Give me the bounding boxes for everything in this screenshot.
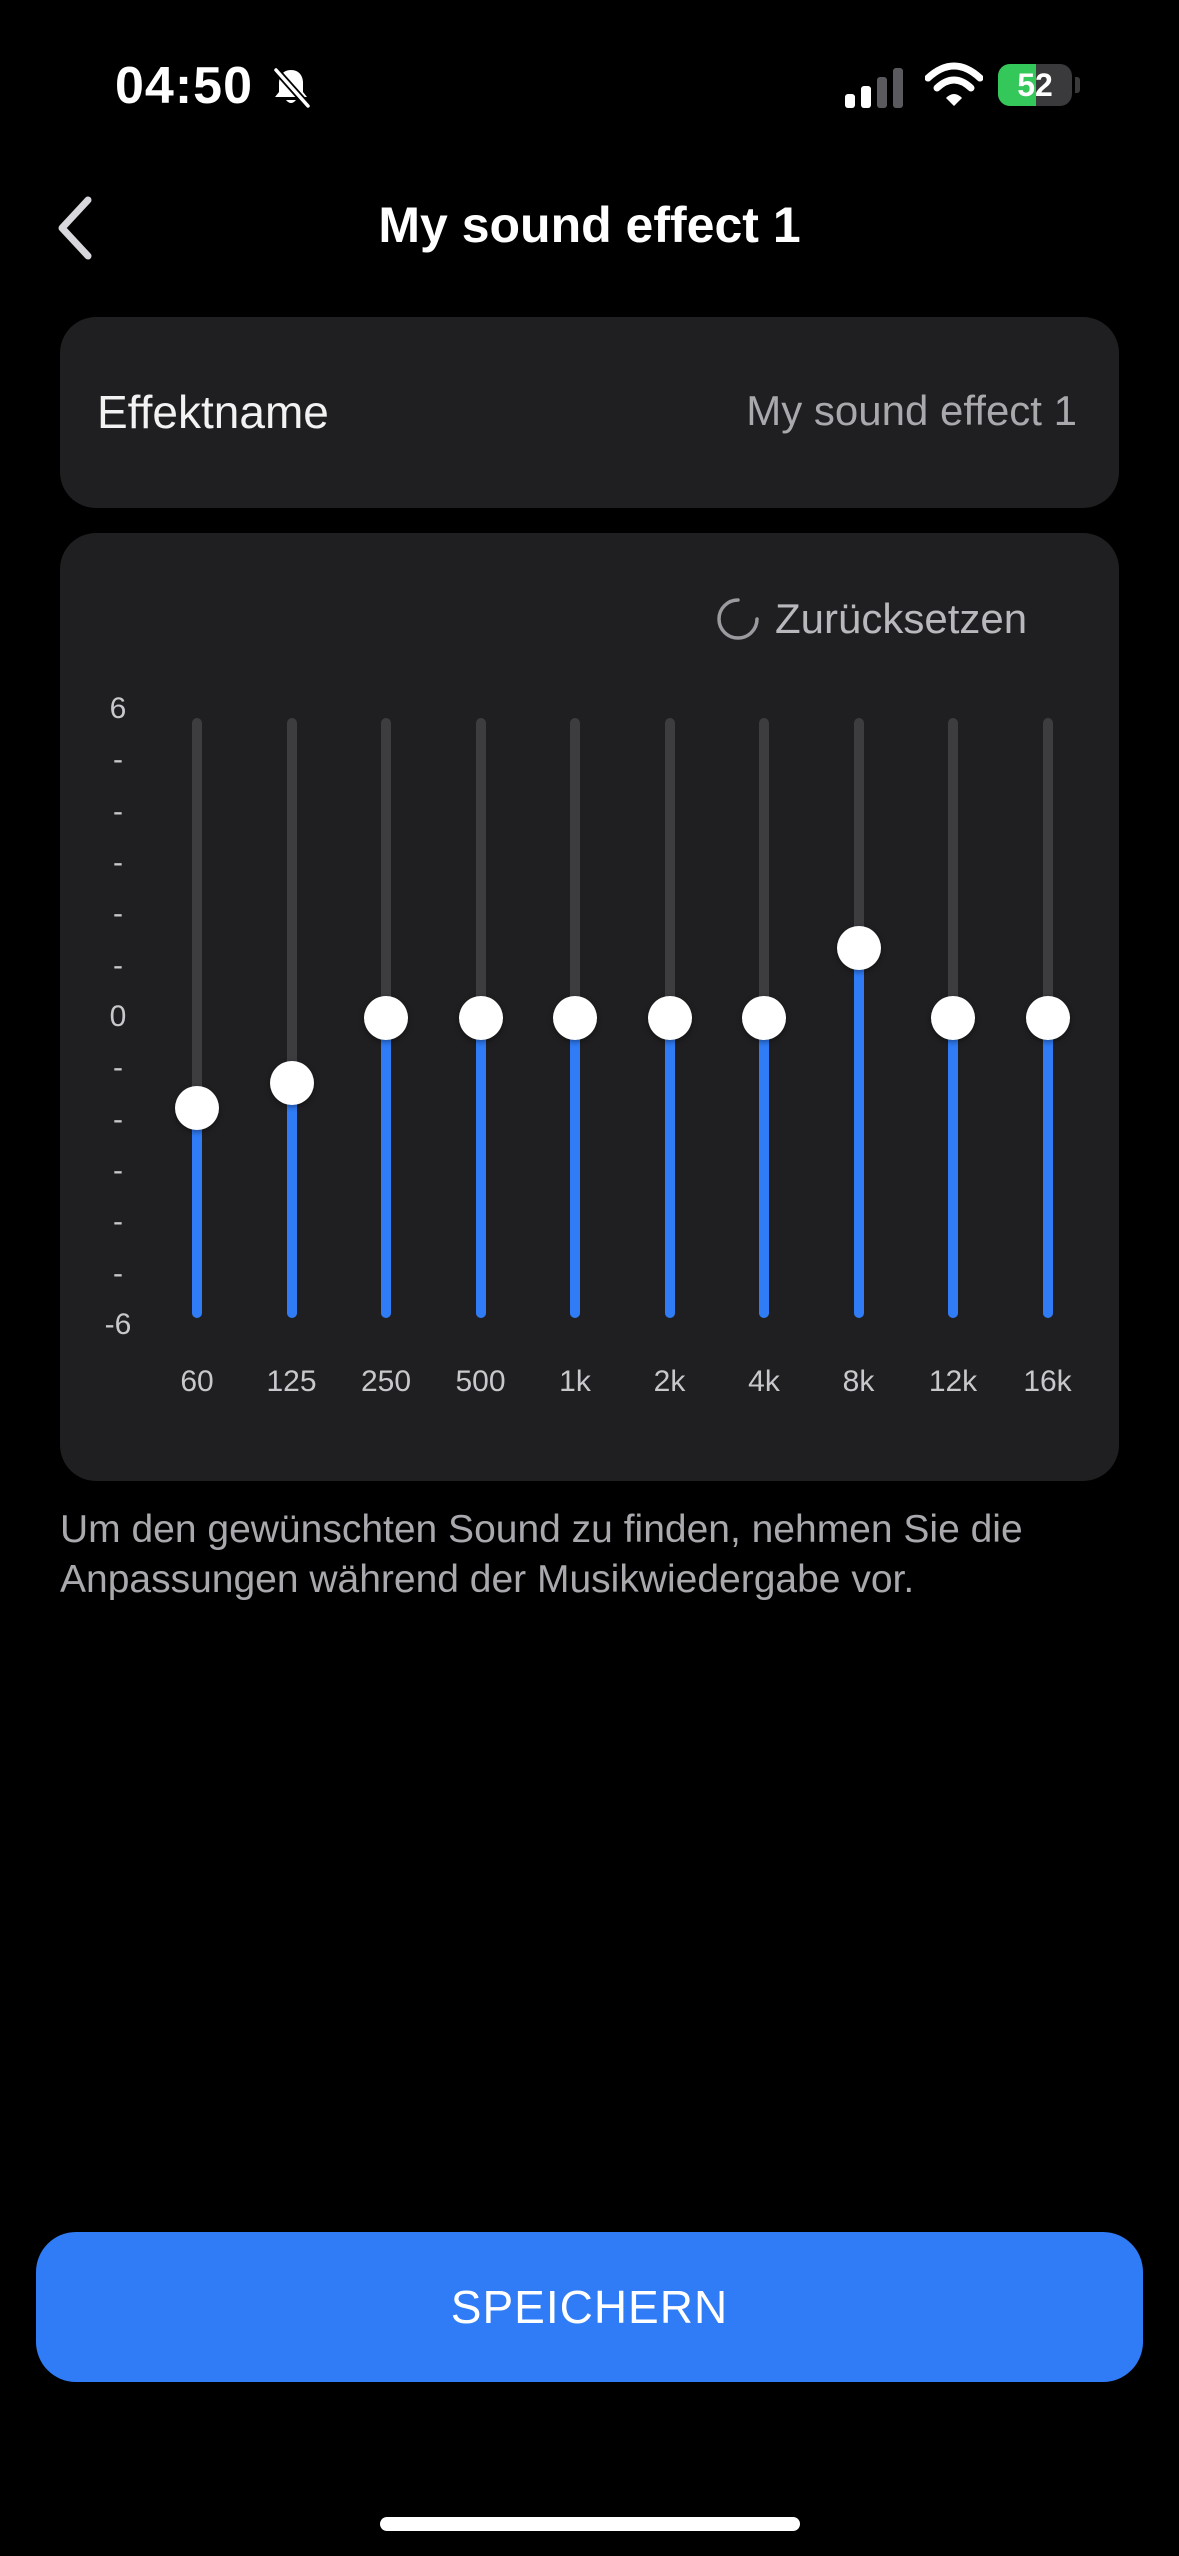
battery-percent: 52 <box>1017 67 1053 103</box>
eq-slider-60[interactable] <box>167 718 227 1340</box>
y-axis-label: - <box>113 794 123 828</box>
slider-fill <box>570 1018 580 1318</box>
band-label: 500 <box>455 1365 506 1398</box>
band-label: 4k <box>748 1365 780 1398</box>
slider-fill <box>664 1018 675 1318</box>
reset-label: Zurücksetzen <box>775 595 1028 642</box>
band-label: 2k <box>653 1365 686 1398</box>
y-axis-label: 0 <box>109 1000 127 1033</box>
slider-knob[interactable] <box>742 996 786 1040</box>
eq-slider-12k[interactable] <box>923 718 983 1340</box>
eq-slider-250[interactable] <box>356 718 416 1340</box>
eq-slider-125[interactable] <box>262 718 322 1340</box>
eq-slider-8k[interactable] <box>829 718 889 1340</box>
equalizer-card: Zurücksetzen 6 - - - - - 0 - - - - - -6 60 125 250 500 1k… <box>60 533 1119 1481</box>
refresh-icon <box>717 598 759 640</box>
save-button[interactable]: SPEICHERN <box>36 2232 1143 2382</box>
y-axis-label: - <box>113 1205 123 1239</box>
slider-knob[interactable] <box>1025 996 1070 1040</box>
eq-slider-1k[interactable] <box>545 718 605 1340</box>
effect-name-value[interactable]: My sound effect 1 <box>746 387 1077 434</box>
status-time: 04:50 <box>115 57 253 115</box>
y-axis-label: - <box>113 1154 123 1187</box>
band-label: 8k <box>842 1365 875 1398</box>
slider-fill <box>759 1018 769 1318</box>
page-title: My sound effect 1 <box>378 197 801 253</box>
status-bar: 04:50 52 <box>0 0 1179 170</box>
eq-slider-16k[interactable] <box>1018 718 1078 1340</box>
slider-knob[interactable] <box>175 1086 219 1130</box>
battery-charging-icon: 52 <box>998 64 1080 106</box>
band-label: 125 <box>266 1365 317 1398</box>
slider-knob[interactable] <box>269 1061 314 1105</box>
y-axis-label: - <box>113 948 123 982</box>
slider-fill <box>853 948 864 1318</box>
slider-knob[interactable] <box>553 996 597 1040</box>
slider-knob[interactable] <box>364 996 408 1040</box>
slider-fill <box>381 1018 391 1318</box>
hint-text: Um den gewünschten Sound zu finden, nehm… <box>60 1508 1023 1601</box>
band-label: 250 <box>360 1365 412 1398</box>
slider-fill <box>286 1083 297 1318</box>
y-axis-label: - <box>113 846 123 879</box>
chevron-left-icon[interactable] <box>48 190 104 266</box>
band-label: 1k <box>559 1365 591 1398</box>
eq-slider-500[interactable] <box>451 718 511 1340</box>
slider-knob[interactable] <box>836 926 881 970</box>
cellular-signal-icon <box>845 68 903 108</box>
y-axis-label: -6 <box>104 1308 132 1341</box>
wifi-icon <box>925 62 983 106</box>
home-indicator <box>380 2517 800 2531</box>
slider-fill <box>1042 1018 1053 1318</box>
slider-fill <box>192 1108 202 1318</box>
bell-slash-icon <box>273 67 311 109</box>
band-label: 16k <box>1023 1365 1072 1398</box>
eq-slider-4k[interactable] <box>734 718 794 1340</box>
slider-track <box>192 718 202 1318</box>
y-axis-label: - <box>113 897 123 931</box>
slider-track <box>286 718 297 1318</box>
y-axis-label: 6 <box>109 692 127 725</box>
eq-slider-2k[interactable] <box>640 718 700 1340</box>
band-label: 60 <box>180 1365 214 1398</box>
slider-fill <box>475 1018 486 1318</box>
effect-name-label: Effektname <box>97 386 329 438</box>
slider-knob[interactable] <box>647 996 692 1040</box>
slider-fill <box>948 1018 958 1318</box>
slider-knob[interactable] <box>931 996 975 1040</box>
effect-name-row[interactable]: Effektname My sound effect 1 <box>60 317 1119 508</box>
y-axis-label: - <box>113 743 123 777</box>
band-label: 12k <box>928 1365 978 1398</box>
y-axis-label: - <box>113 1102 123 1136</box>
slider-knob[interactable] <box>458 996 503 1040</box>
y-axis-label: - <box>113 1051 123 1085</box>
reset-button[interactable]: Zurücksetzen <box>715 591 1027 647</box>
y-axis-label: - <box>113 1256 123 1290</box>
